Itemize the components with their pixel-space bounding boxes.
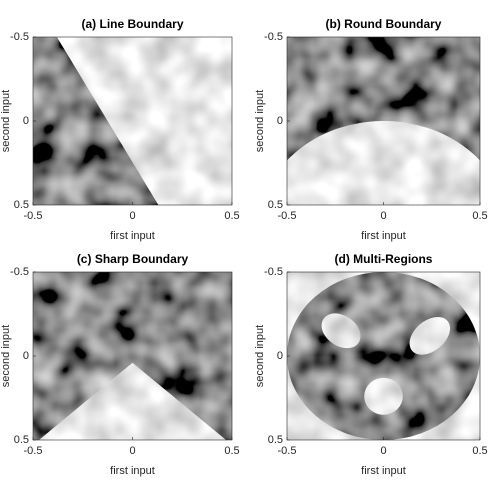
y-axis-label: second input	[254, 325, 266, 387]
x-axis-label: first input	[361, 465, 406, 477]
x-axis-label: first input	[361, 230, 406, 242]
panel-title: (d) Multi-Regions	[335, 252, 433, 266]
x-tick-label: -0.5	[24, 445, 43, 457]
x-tick-label: -0.5	[278, 445, 297, 457]
panel: (c) Sharp Boundary-0.5 0 0.5-0.500.5first …	[0, 252, 240, 477]
x-tick-label: 0	[129, 210, 135, 222]
y-tick-label: 0.5	[268, 199, 283, 211]
y-axis-label: second input	[0, 325, 12, 387]
x-tick-label: 0.5	[224, 445, 239, 457]
x-tick-label: 0	[380, 210, 386, 222]
y-tick-label: 0	[23, 350, 29, 362]
y-tick-label: -0.5	[10, 266, 29, 278]
y-tick-label: -0.5	[264, 266, 283, 278]
panel: (b) Round Boundary-0.5 0 0.5-0.500.5first …	[254, 17, 488, 242]
y-tick-label: -0.5	[264, 31, 283, 43]
y-tick-label: -0.5	[10, 31, 29, 43]
y-axis-label: second input	[0, 90, 12, 152]
panel-title: (c) Sharp Boundary	[77, 252, 189, 266]
y-tick-label: 0.5	[268, 434, 283, 446]
x-tick-label: -0.5	[278, 210, 297, 222]
x-tick-label: 0.5	[472, 445, 487, 457]
x-tick-label: 0	[129, 445, 135, 457]
y-tick-label: 0.5	[14, 199, 29, 211]
panel-title: (a) Line Boundary	[81, 17, 183, 31]
x-tick-label: 0.5	[224, 210, 239, 222]
x-axis-label: first input	[110, 465, 155, 477]
x-axis-label: first input	[110, 230, 155, 242]
y-axis-label: second input	[254, 90, 266, 152]
y-tick-label: 0.5	[14, 434, 29, 446]
y-tick-label: 0	[277, 350, 283, 362]
y-tick-label: 0	[277, 115, 283, 127]
y-tick-label: 0	[23, 115, 29, 127]
x-tick-label: -0.5	[24, 210, 43, 222]
panel-title: (b) Round Boundary	[326, 17, 442, 31]
x-tick-label: 0	[380, 445, 386, 457]
x-tick-label: 0.5	[472, 210, 487, 222]
